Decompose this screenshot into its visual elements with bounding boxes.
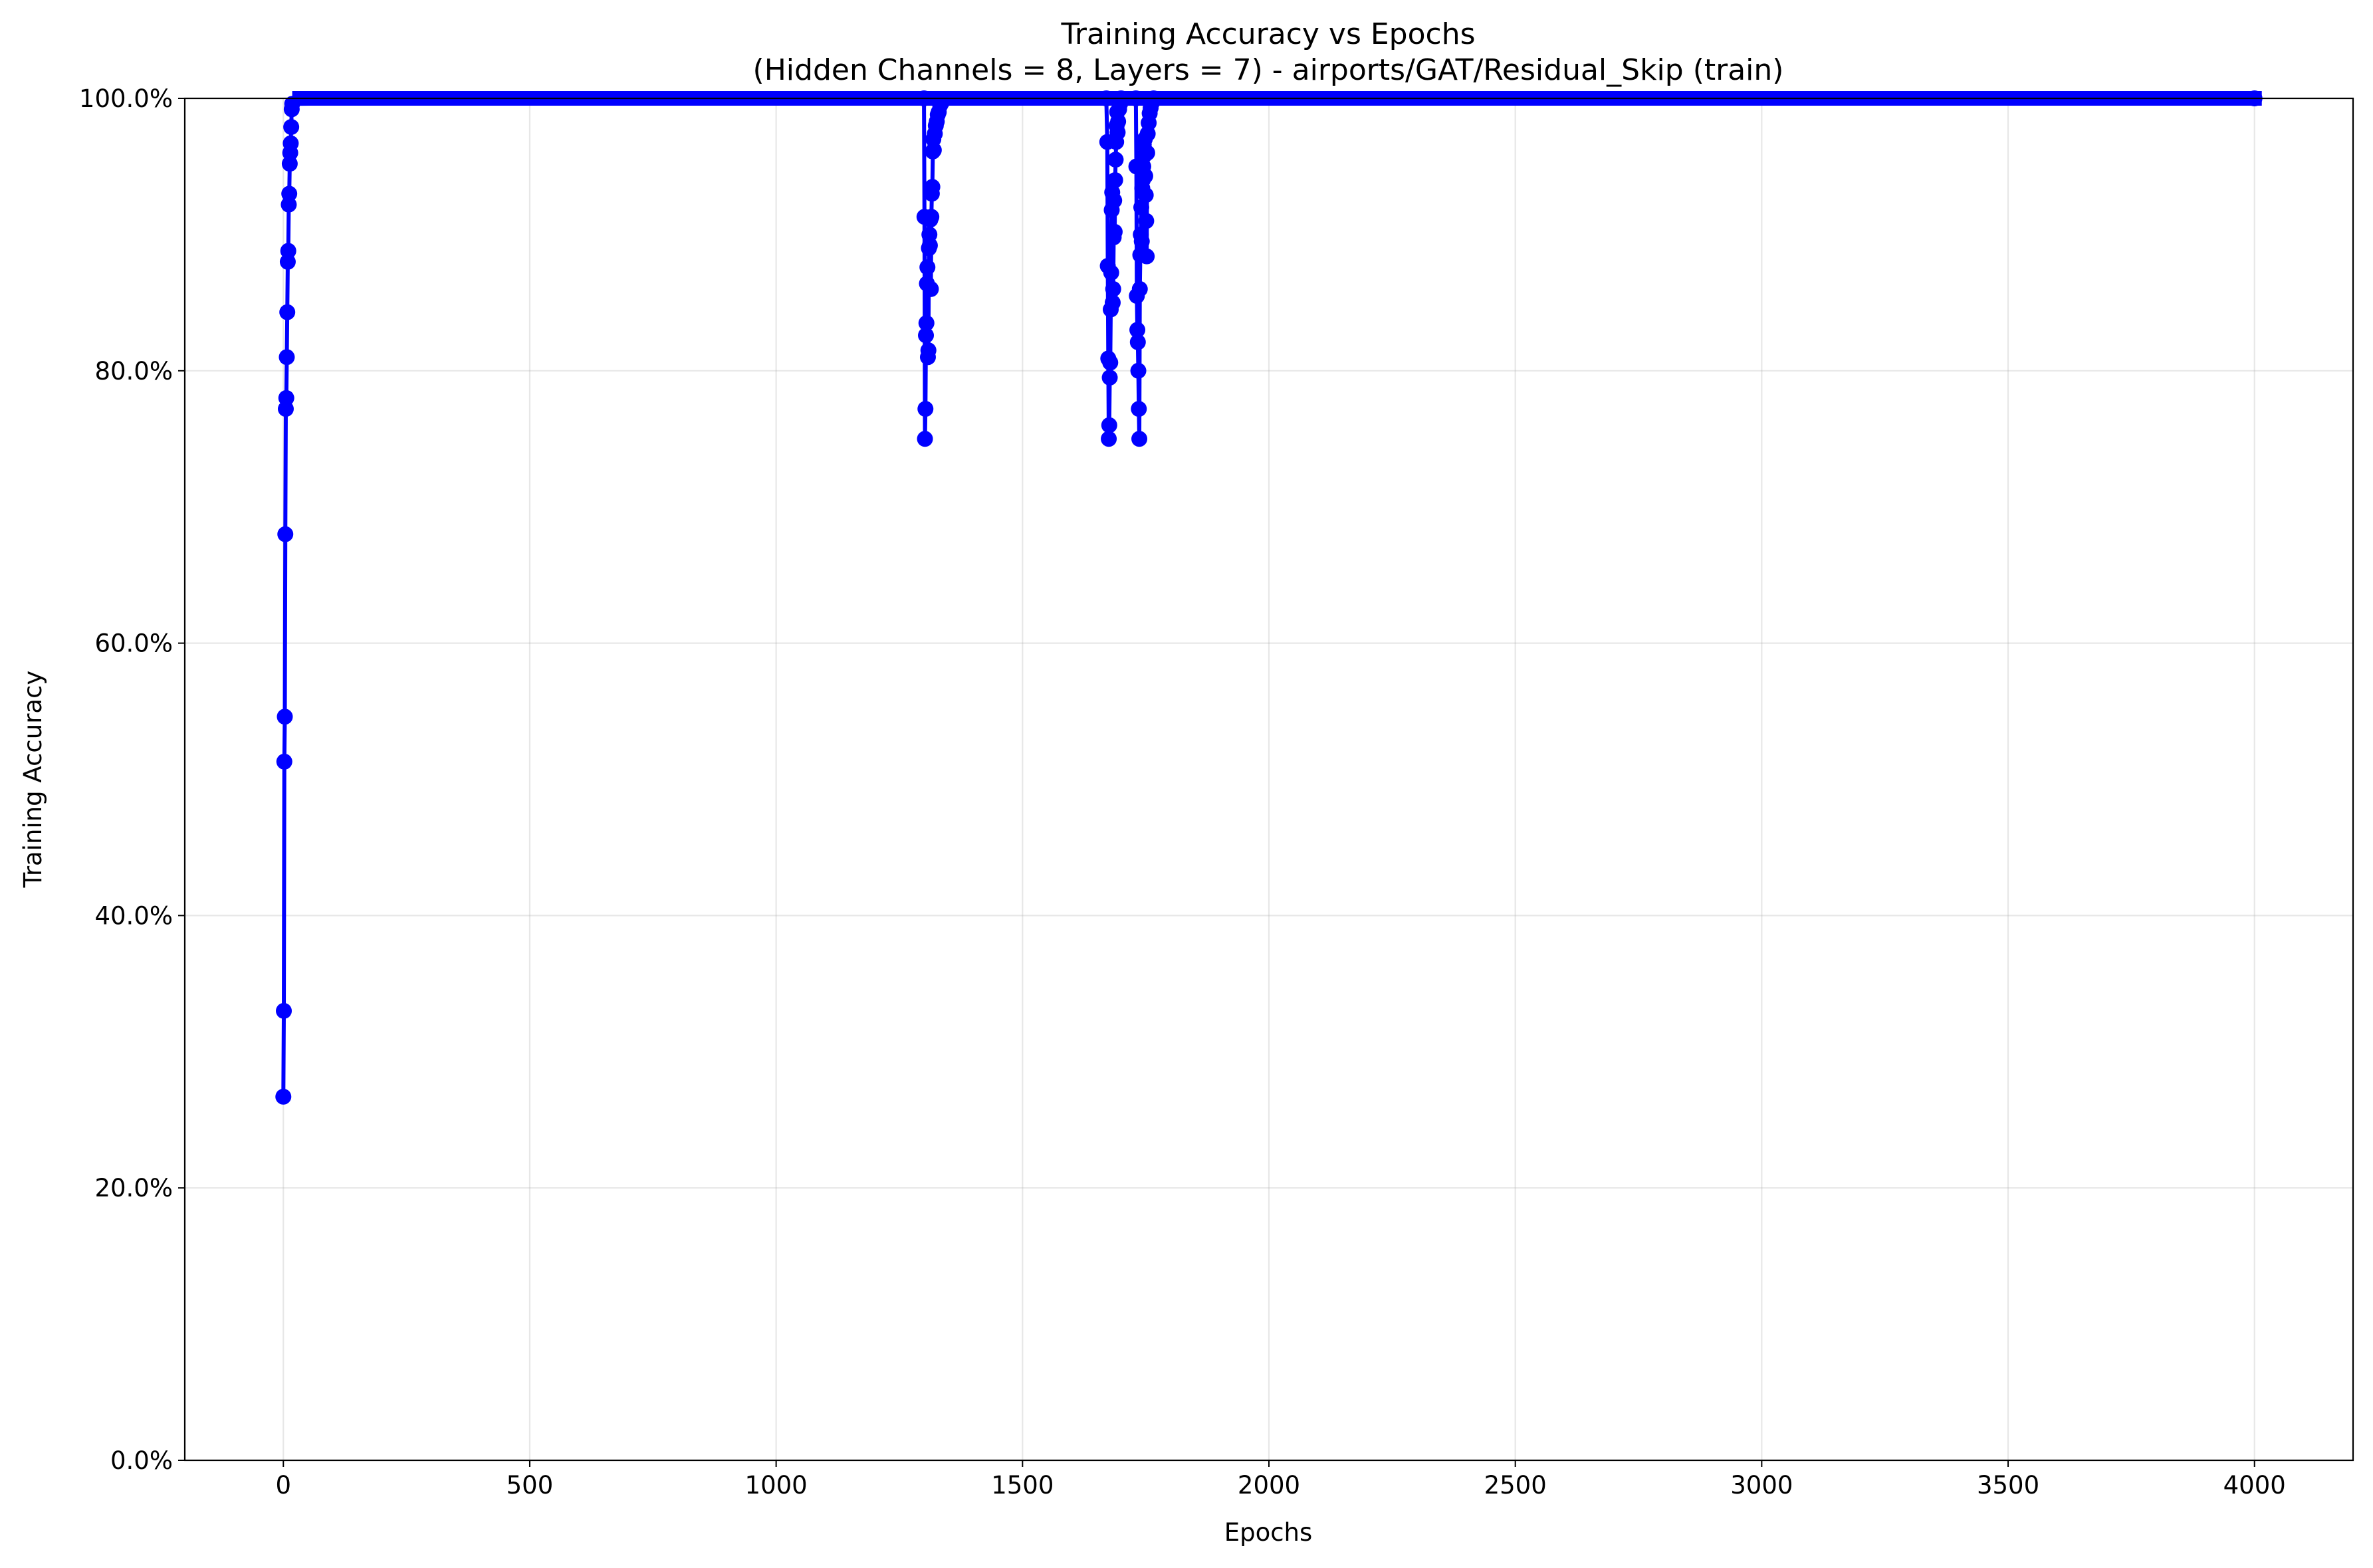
- data-point: [1105, 280, 1121, 297]
- x-tick-label: 1000: [745, 1471, 808, 1500]
- data-point: [277, 526, 294, 542]
- data-point: [1129, 334, 1146, 350]
- data-point: [1104, 294, 1121, 311]
- data-point: [919, 259, 936, 276]
- data-point: [918, 315, 935, 332]
- x-axis-ticks: 0 500 1000 1500 2000 2500 3000 3500 4000: [275, 1460, 2286, 1500]
- data-point: [923, 280, 939, 297]
- series-accuracy-markers: [275, 90, 2263, 1105]
- data-point: [917, 431, 933, 447]
- data-point: [918, 327, 935, 344]
- data-point: [923, 209, 940, 225]
- data-point: [283, 119, 300, 136]
- data-point: [275, 1088, 292, 1105]
- data-point: [277, 709, 293, 725]
- data-point: [279, 349, 295, 366]
- chart-title-line-2: (Hidden Channels = 8, Layers = 7) - airp…: [753, 53, 1784, 87]
- data-point: [1139, 248, 1155, 265]
- data-point: [1129, 322, 1146, 338]
- data-point: [925, 142, 942, 158]
- data-point: [280, 243, 296, 259]
- y-axis-label: Training Accuracy: [19, 671, 47, 889]
- data-point: [284, 96, 300, 112]
- data-point: [1106, 192, 1123, 209]
- data-point: [1139, 144, 1155, 161]
- x-tick-label: 500: [507, 1471, 554, 1500]
- data-point: [1133, 199, 1149, 215]
- grid-lines: [185, 97, 2353, 1462]
- data-point: [1101, 417, 1117, 433]
- data-point: [920, 342, 937, 359]
- data-point: [1133, 233, 1150, 250]
- data-point: [1110, 113, 1127, 130]
- data-point: [1131, 401, 1147, 417]
- data-point: [279, 304, 296, 320]
- data-point: [1101, 370, 1118, 386]
- data-point: [278, 390, 294, 406]
- data-point: [276, 1002, 292, 1019]
- y-tick-label: 20.0%: [94, 1174, 173, 1202]
- data-point: [924, 179, 941, 195]
- x-tick-label: 3000: [1730, 1471, 1793, 1500]
- data-point: [1102, 354, 1119, 371]
- data-point: [1106, 223, 1123, 240]
- x-axis-label: Epochs: [1224, 1518, 1313, 1547]
- data-point: [276, 753, 292, 770]
- data-point: [1107, 171, 1123, 188]
- x-tick-label: 0: [275, 1471, 291, 1500]
- data-point: [1103, 265, 1119, 281]
- data-point: [281, 185, 298, 202]
- data-point: [1138, 213, 1155, 229]
- x-tick-label: 3500: [1977, 1471, 2039, 1500]
- y-tick-label: 60.0%: [94, 629, 173, 658]
- data-point: [282, 135, 299, 152]
- data-point: [1131, 431, 1148, 447]
- y-tick-label: 80.0%: [94, 357, 173, 386]
- data-point: [1130, 362, 1147, 379]
- y-tick-label: 40.0%: [94, 901, 173, 930]
- data-point: [921, 237, 938, 254]
- chart-title-line-1: Training Accuracy vs Epochs: [1060, 17, 1475, 51]
- y-axis-ticks: 0.0% 20.0% 40.0% 60.0% 80.0% 100.0%: [79, 84, 185, 1475]
- data-point: [1137, 187, 1154, 203]
- data-point: [933, 94, 950, 111]
- x-tick-label: 2500: [1484, 1471, 1547, 1500]
- data-point: [917, 401, 934, 417]
- data-point: [1131, 280, 1148, 297]
- x-tick-label: 2000: [1238, 1471, 1300, 1500]
- x-tick-label: 1500: [991, 1471, 1054, 1500]
- x-tick-label: 4000: [2223, 1471, 2286, 1500]
- data-point: [1107, 152, 1124, 168]
- y-tick-label: 0.0%: [110, 1446, 173, 1475]
- data-point: [1101, 431, 1117, 447]
- data-point: [1137, 168, 1153, 184]
- y-tick-label: 100.0%: [79, 84, 173, 113]
